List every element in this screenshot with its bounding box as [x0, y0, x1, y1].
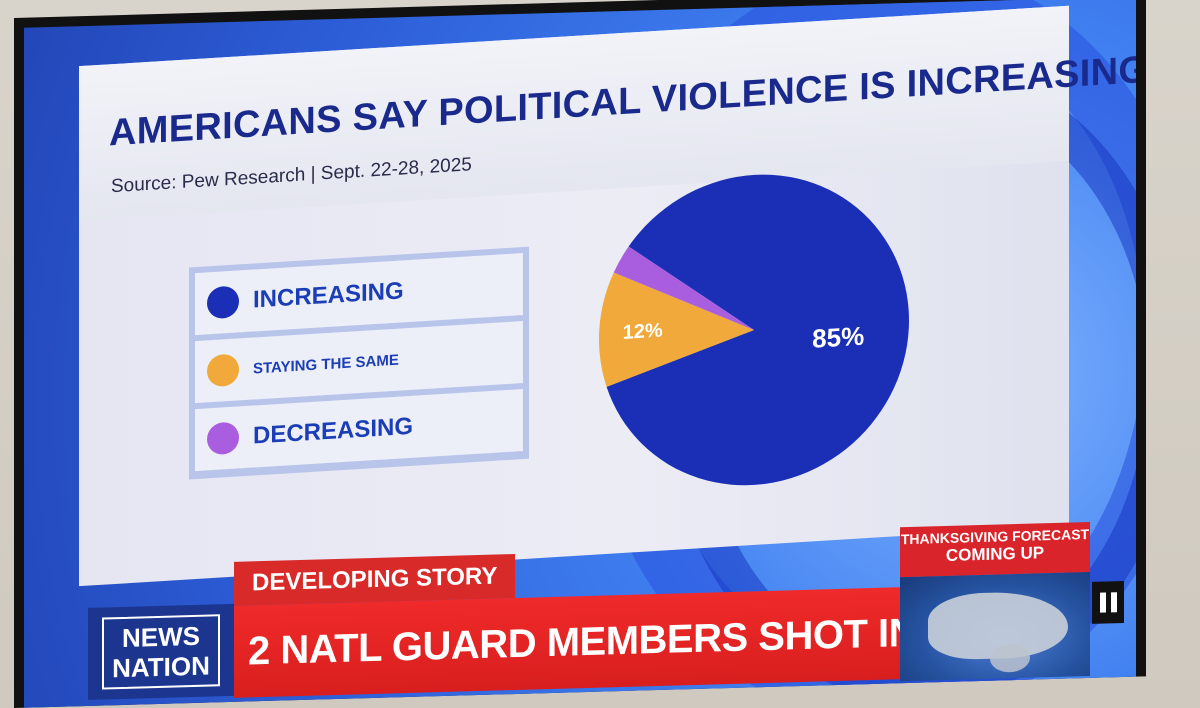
poll-graphic: AMERICANS SAY POLITICAL VIOLENCE IS INCR… [79, 5, 1136, 587]
legend-swatch-staying-same [207, 353, 239, 388]
graphic-header: AMERICANS SAY POLITICAL VIOLENCE IS INCR… [79, 5, 1136, 222]
legend-swatch-increasing [207, 285, 239, 320]
pie-data-label: 85% [812, 321, 864, 354]
pause-bar [1110, 592, 1117, 613]
pie-data-label: 12% [623, 320, 663, 344]
pie-slice-staying-same [599, 272, 754, 387]
weather-map-thumbnail [900, 571, 1090, 682]
newsnation-logo: NEWS NATION [88, 603, 234, 700]
forecast-promo: THANKSGIVING FORECAST COMING UP [900, 521, 1090, 578]
pie-chart: 85% 12% [589, 155, 919, 505]
legend-label: STAYING THE SAME [253, 351, 399, 378]
pie-chart-svg: 85% 12% [599, 174, 909, 486]
headline-text: 2 NATL GUARD MEMBERS SHOT IN 'ACT OF TER… [248, 600, 914, 673]
pause-icon[interactable] [1092, 580, 1124, 624]
logo-box: NEWS NATION [102, 614, 220, 690]
logo-line-nation: NATION [112, 650, 210, 684]
pie-slice-increasing [606, 174, 909, 486]
chart-legend: INCREASING STAYING THE SAME DECREASING [189, 246, 529, 480]
legend-item-decreasing: DECREASING [195, 389, 523, 472]
legend-item-staying-same: STAYING THE SAME [195, 321, 523, 404]
pause-bar [1099, 592, 1106, 613]
legend-item-increasing: INCREASING [195, 253, 523, 336]
legend-label: DECREASING [253, 412, 414, 450]
headline-bar: 2 NATL GUARD MEMBERS SHOT IN 'ACT OF TER… [234, 586, 914, 698]
developing-story-tag: DEVELOPING STORY [234, 553, 516, 606]
tv-screen: AMERICANS SAY POLITICAL VIOLENCE IS INCR… [24, 0, 1136, 708]
graphic-title: AMERICANS SAY POLITICAL VIOLENCE IS INCR… [109, 48, 1136, 155]
graphic-source: Source: Pew Research | Sept. 22-28, 2025 [111, 154, 472, 198]
logo-line-news: NEWS [121, 620, 200, 653]
legend-label: INCREASING [253, 277, 404, 314]
legend-swatch-decreasing [207, 421, 239, 456]
map-landmass-south [990, 643, 1030, 673]
pie-slice-decreasing [613, 246, 754, 330]
tv-bezel: AMERICANS SAY POLITICAL VIOLENCE IS INCR… [14, 0, 1146, 708]
